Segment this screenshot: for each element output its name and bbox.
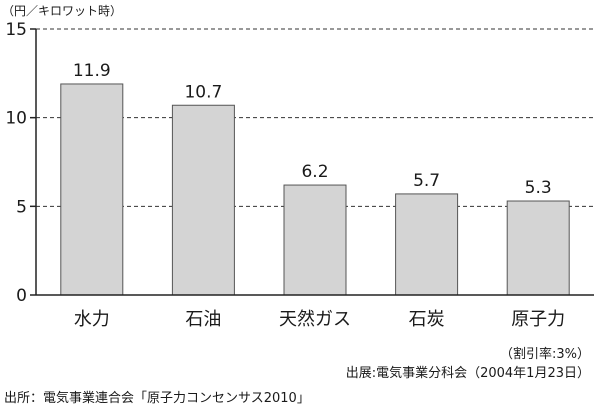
value-label-2: 6.2	[301, 162, 328, 182]
bar-0	[60, 83, 124, 296]
category-label-3: 石炭	[409, 309, 445, 330]
value-label-3: 5.7	[413, 171, 440, 191]
y-tick-label-15: 15	[5, 20, 27, 40]
axes	[30, 28, 594, 296]
y-tick-label-5: 5	[16, 197, 27, 217]
bars	[60, 83, 570, 296]
value-label-4: 5.3	[525, 178, 552, 198]
origin-note: 出所：電気事業連合会「原子力コンセンサス2010」	[4, 391, 310, 406]
labels: 0 5 10 15 11.9 水力 10.7 石油 6.2 天然ガス 5.7 石炭 5.3 原子力	[5, 20, 565, 330]
value-label-1: 10.7	[184, 82, 222, 102]
value-label-0: 11.9	[73, 61, 111, 81]
category-label-0: 水力	[74, 309, 110, 330]
bar-1	[171, 104, 235, 296]
y-tick-label-10: 10	[5, 109, 27, 129]
category-label-1: 石油	[185, 309, 221, 330]
source-note: 出展:電気事業分科会（2004年1月23日）	[345, 366, 590, 381]
y-tick-label-0: 0	[16, 286, 27, 306]
bar-2	[283, 184, 347, 296]
bar-4	[506, 200, 570, 296]
y-axis-unit-label: （円／キロワット時）	[2, 4, 123, 18]
bar-3	[395, 193, 459, 296]
category-label-2: 天然ガス	[279, 309, 351, 330]
category-label-4: 原子力	[511, 309, 565, 330]
grid-lines	[36, 28, 594, 207]
discount-rate-note: （割引率:3%）	[499, 347, 590, 362]
